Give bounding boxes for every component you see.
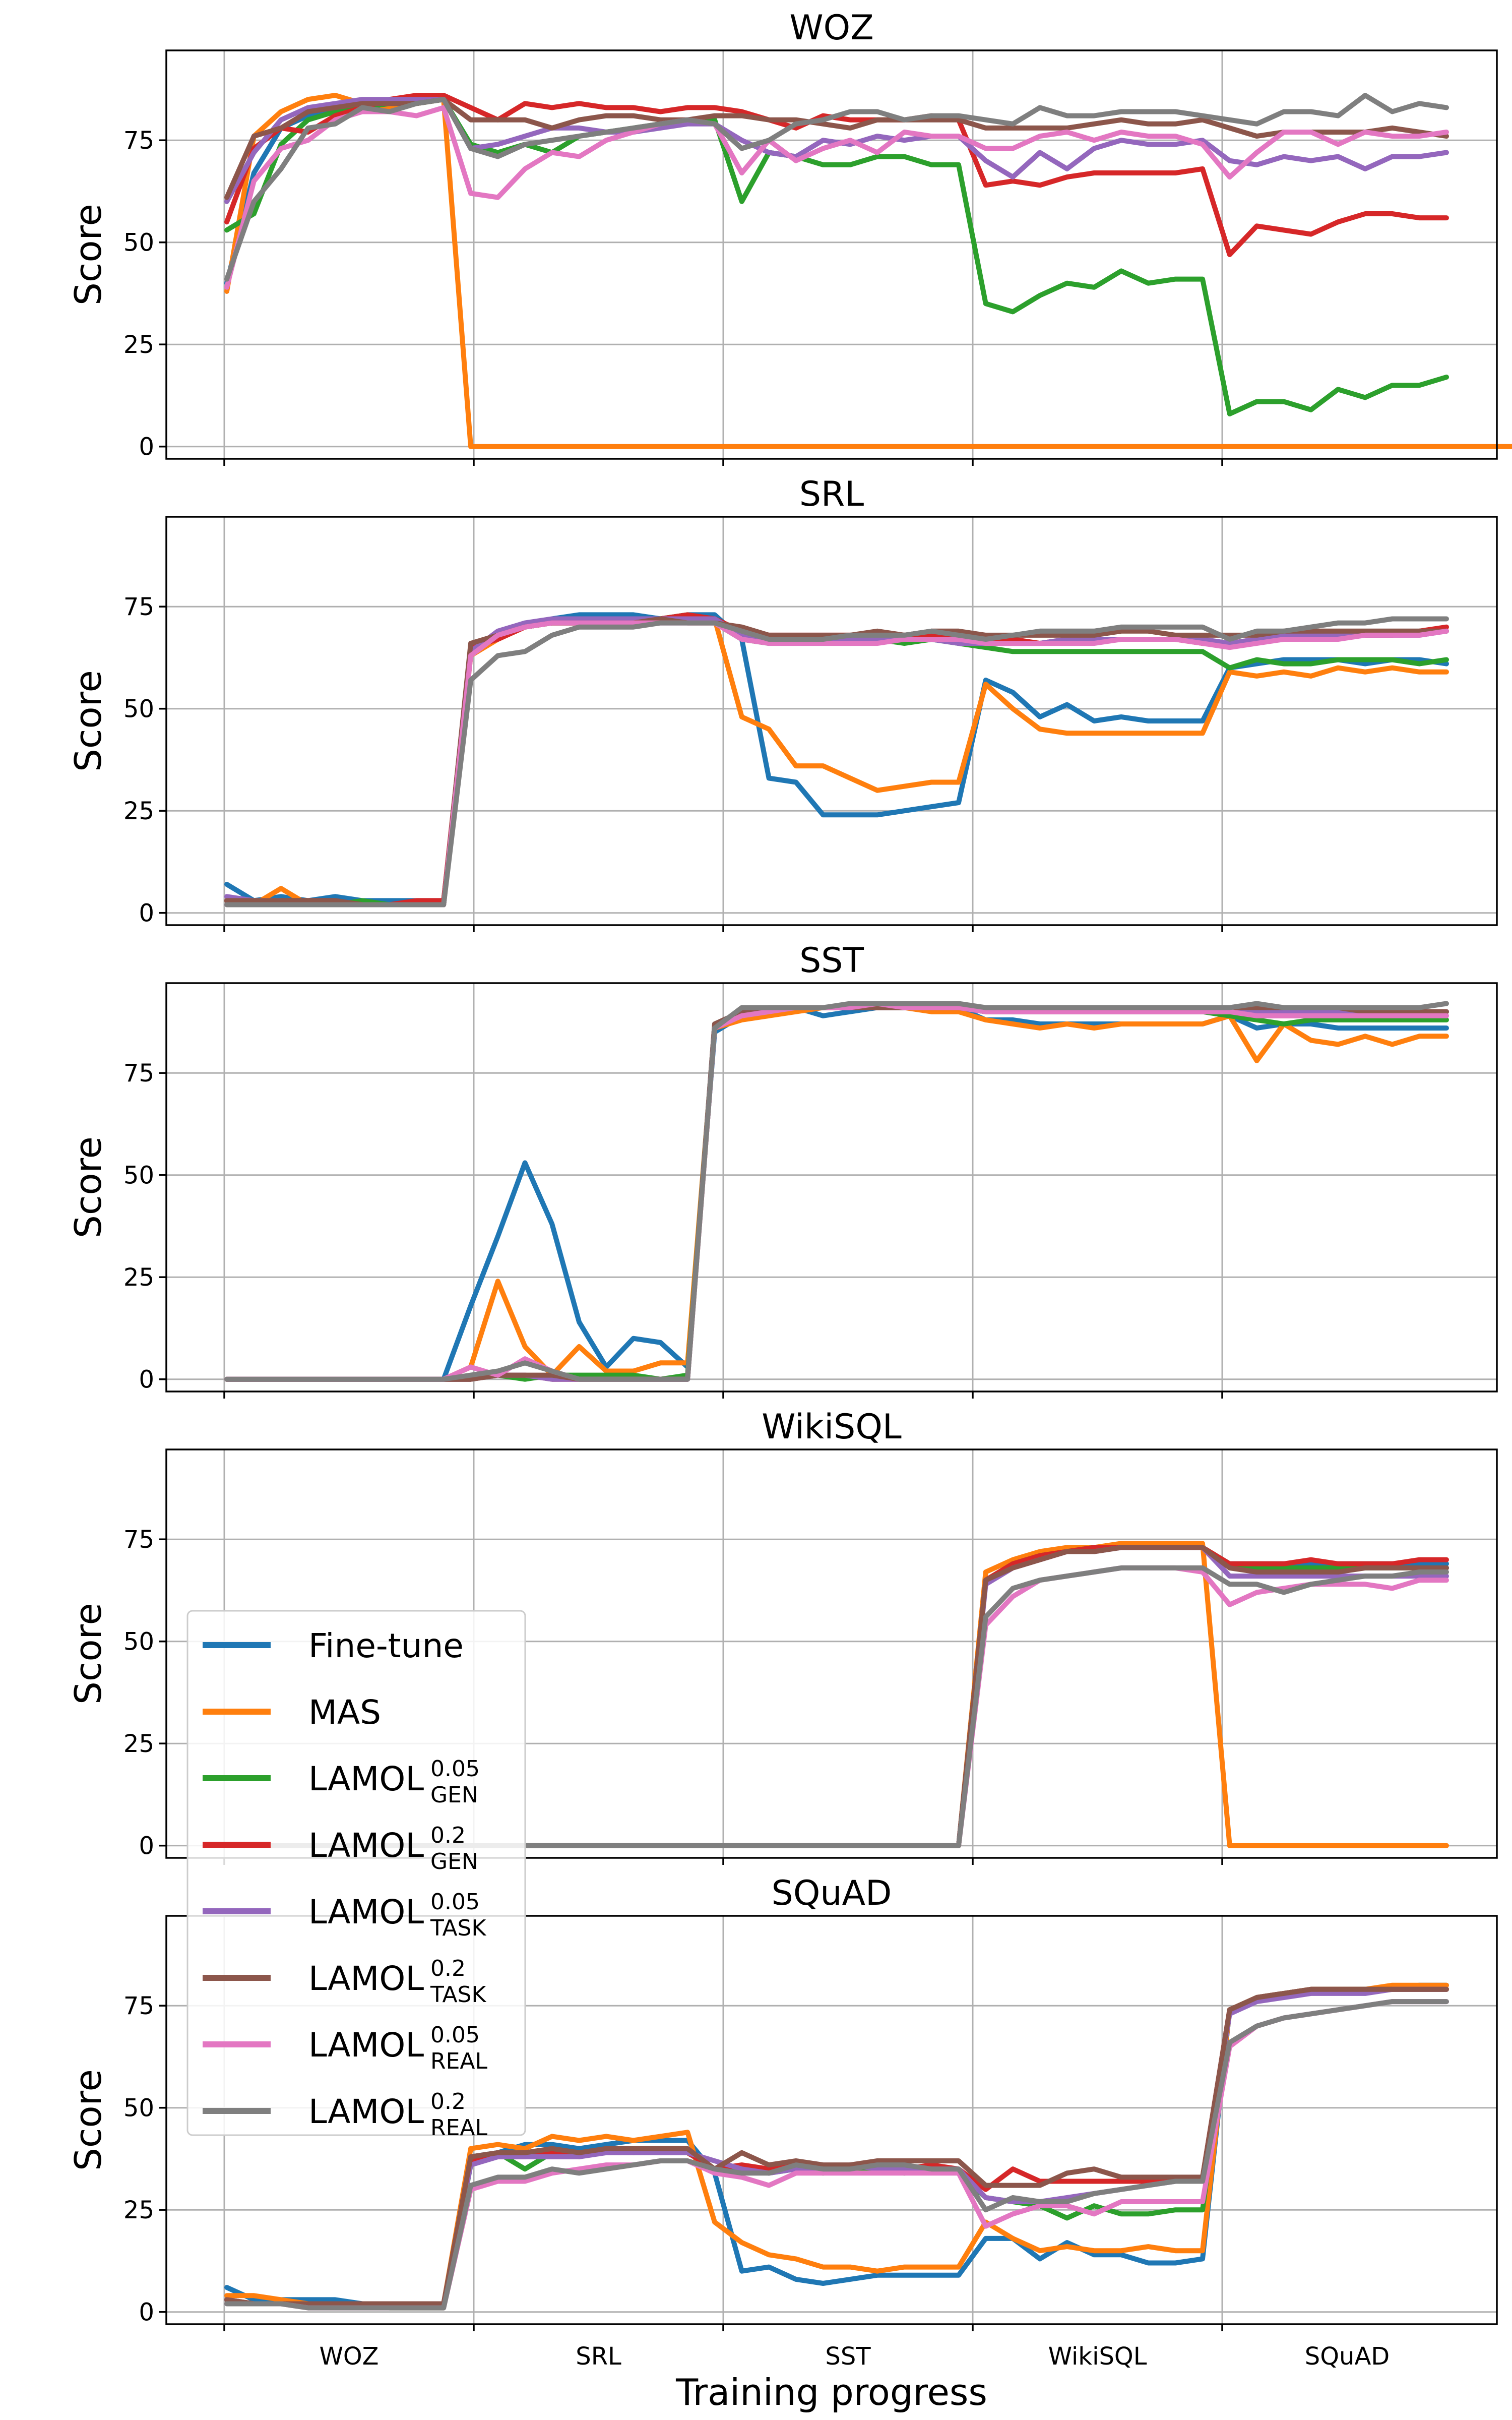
plot-frame (165, 1448, 1498, 1859)
plot-frame (165, 1915, 1498, 2325)
legend-label: MAS (308, 1693, 381, 1732)
y-axis-label: Score (67, 1136, 109, 1238)
legend-label: LAMOL (308, 1893, 424, 1931)
panel-title: WOZ (789, 8, 873, 48)
legend-item-ft: Fine-tune (203, 1626, 464, 1665)
legend-label-sub: REAL (430, 2115, 487, 2141)
legend-label-sup: 0.2 (430, 1956, 466, 1981)
legend-label: LAMOL (308, 2092, 424, 2131)
x-tick-label: SST (825, 2342, 871, 2371)
panels: WOZ 0 25 50 75 Score SRL 0 25 50 75 Score SST 0 25 50 75… (67, 8, 1512, 2331)
legend-label-sub: GEN (430, 1782, 478, 1808)
y-tick-label: 75 (123, 1059, 154, 1087)
legend-label: LAMOL (308, 1760, 424, 1798)
y-tick-label: 75 (123, 127, 154, 155)
panel-squad: SQuAD 0 25 50 75 Score (67, 1873, 1498, 2331)
x-axis-label: Training progress (675, 2371, 987, 2413)
y-tick-label: 50 (123, 1162, 154, 1190)
legend-item-mas: MAS (203, 1693, 381, 1732)
legend-box (186, 1610, 526, 2136)
y-tick-label: 0 (139, 1832, 154, 1860)
series-line-r2 (224, 616, 1449, 908)
panel-woz: WOZ 0 25 50 75 Score (67, 8, 1512, 466)
plot-frame (165, 516, 1498, 926)
legend-label-sub: GEN (430, 1849, 478, 1874)
series-line-mas (224, 93, 1512, 449)
series-line-r2 (224, 93, 1449, 282)
legend-label-sub: REAL (430, 2048, 487, 2074)
legend-label: LAMOL (308, 1826, 424, 1865)
panel-title: SQuAD (772, 1873, 892, 1913)
y-tick-label: 25 (123, 797, 154, 825)
legend-label-sup: 0.05 (430, 2022, 480, 2048)
y-tick-label: 50 (123, 2094, 154, 2123)
y-tick-label: 25 (123, 1730, 154, 1758)
series-line-t2 (224, 1986, 1449, 2307)
x-axis: Training progress WOZ SRL SST WikiSQL SQuAD (319, 2342, 1390, 2413)
series-line-r2 (224, 1999, 1449, 2311)
panel-sst: SST 0 25 50 75 Score (67, 941, 1498, 1399)
legend-label: LAMOL (308, 1959, 424, 1998)
y-tick-label: 25 (123, 2196, 154, 2224)
panel-title: WikiSQL (762, 1407, 902, 1447)
y-axis-label: Score (67, 1603, 109, 1705)
y-tick-label: 25 (123, 1263, 154, 1292)
y-axis-label: Score (67, 2069, 109, 2171)
legend-label-sub: TASK (430, 1915, 486, 1941)
y-tick-label: 0 (139, 2298, 154, 2327)
x-tick-label: SRL (576, 2342, 621, 2371)
panel-srl: SRL 0 25 50 75 Score (67, 474, 1498, 932)
y-tick-label: 25 (123, 331, 154, 359)
plot-frame (165, 49, 1498, 460)
legend-label-sup: 0.2 (430, 2089, 466, 2114)
y-axis-label: Score (67, 204, 109, 306)
y-tick-label: 75 (123, 1992, 154, 2020)
legend-label-sup: 0.05 (430, 1756, 480, 1782)
x-tick-label: WOZ (319, 2342, 379, 2371)
y-tick-label: 0 (139, 433, 154, 461)
legend-label: LAMOL (308, 2026, 424, 2065)
y-tick-label: 75 (123, 1526, 154, 1554)
x-tick-label: SQuAD (1305, 2342, 1390, 2371)
y-tick-label: 75 (123, 593, 154, 621)
x-tick-label: WikiSQL (1048, 2342, 1147, 2371)
y-tick-label: 50 (123, 229, 154, 257)
legend-label-sup: 0.2 (430, 1823, 466, 1848)
legend-label-sup: 0.05 (430, 1889, 480, 1915)
plot-frame (165, 982, 1498, 1393)
legend-label-sub: TASK (430, 1982, 486, 2008)
y-tick-label: 0 (139, 899, 154, 928)
y-tick-label: 0 (139, 1366, 154, 1394)
y-tick-label: 50 (123, 695, 154, 723)
panel-title: SRL (799, 474, 864, 514)
y-tick-label: 50 (123, 1628, 154, 1656)
series-line-r2 (224, 1001, 1449, 1382)
panel-title: SST (799, 941, 864, 981)
series-line-r05 (224, 105, 1449, 290)
legend-label: Fine-tune (308, 1626, 464, 1665)
y-axis-label: Score (67, 670, 109, 772)
